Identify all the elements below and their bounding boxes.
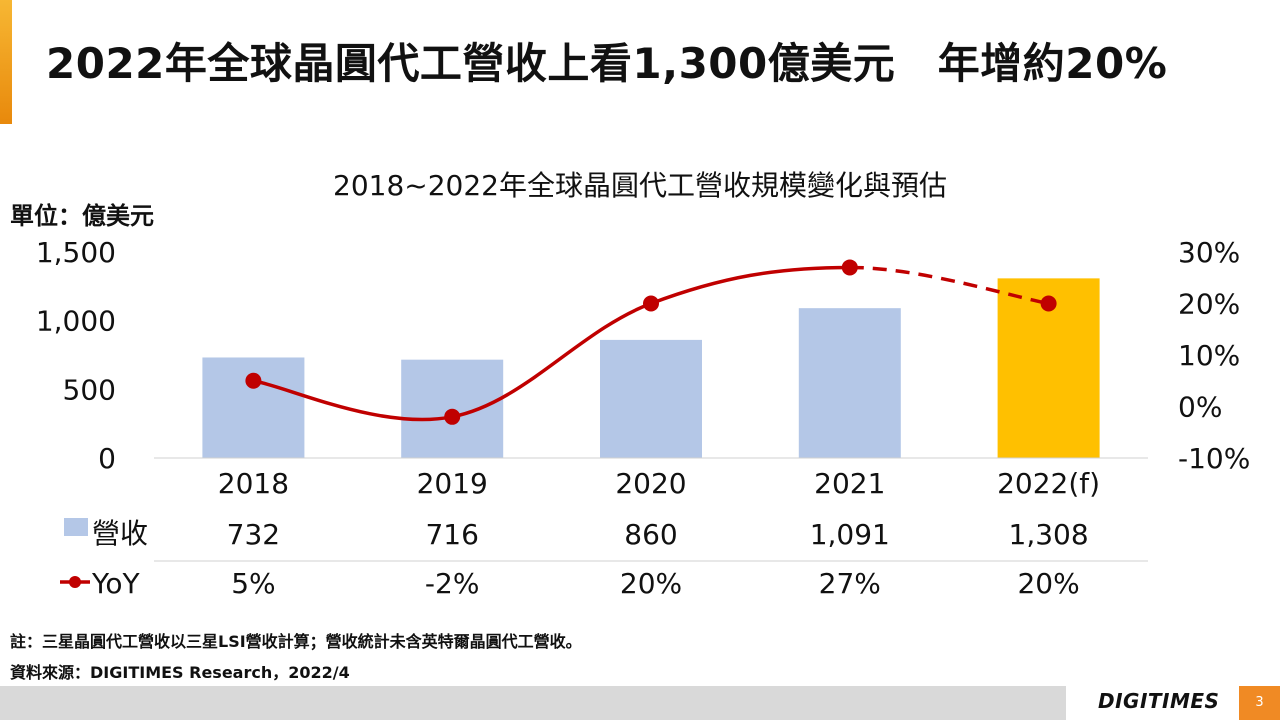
y-axis-tick-label: 1,000 xyxy=(36,305,116,338)
footer-strip xyxy=(0,686,1066,720)
yoy-point xyxy=(1040,295,1057,312)
x-axis-tick-label: 2020 xyxy=(615,467,686,500)
legend-label-yoy: YoY xyxy=(91,567,141,600)
table-value-revenue: 732 xyxy=(227,518,280,551)
y2-axis-tick-label: 20% xyxy=(1178,288,1240,321)
table-value-yoy: 5% xyxy=(231,567,275,600)
y2-axis-tick-label: -10% xyxy=(1178,442,1250,475)
page-number: 3 xyxy=(1239,686,1280,720)
yoy-point xyxy=(841,259,858,276)
footnote: 註：三星晶圓代工營收以三星LSI營收計算；營收統計未含英特爾晶圓代工營收。 xyxy=(10,632,582,651)
y2-axis-tick-label: 0% xyxy=(1178,391,1222,424)
table-value-yoy: -2% xyxy=(425,567,480,600)
bar xyxy=(202,357,305,458)
table-value-yoy: 20% xyxy=(1017,567,1079,600)
x-axis-tick-label: 2021 xyxy=(814,467,885,500)
x-axis-tick-label: 2018 xyxy=(218,467,289,500)
chart-title: 2018~2022年全球晶圓代工營收規模變化與預估 xyxy=(333,169,947,202)
legend-swatch-bar xyxy=(64,518,88,536)
brand-logo: DIGITIMES xyxy=(1098,689,1220,713)
table-value-revenue: 860 xyxy=(624,518,677,551)
slide-title: 2022年全球晶圓代工營收上看1,300億美元 年增約20% xyxy=(46,39,1168,88)
y-axis-tick-label: 0 xyxy=(98,442,116,475)
legend-swatch-marker xyxy=(69,576,81,588)
x-axis-tick-label: 2022(f) xyxy=(997,467,1100,500)
table-value-revenue: 1,091 xyxy=(810,518,890,551)
source-note: 資料來源：DIGITIMES Research，2022/4 xyxy=(10,663,350,682)
y2-axis-tick-label: 10% xyxy=(1178,339,1240,372)
unit-label: 單位：億美元 xyxy=(10,202,154,230)
yoy-point xyxy=(643,295,659,312)
yoy-point xyxy=(245,372,262,389)
table-value-yoy: 20% xyxy=(620,567,682,600)
yoy-line-forecast xyxy=(849,265,1049,306)
table-value-revenue: 716 xyxy=(425,518,478,551)
accent-bar xyxy=(0,0,12,124)
bar xyxy=(600,339,702,458)
x-axis-tick-label: 2019 xyxy=(417,467,488,500)
yoy-line-solid xyxy=(253,265,850,422)
legend-label-revenue: 營收 xyxy=(92,517,148,550)
y2-axis-tick-label: 30% xyxy=(1178,236,1240,269)
bar xyxy=(798,308,901,458)
chart-canvas: 1,500 1,000 500 0 30% 20% 10% 0% -10% 2018 2019 202… xyxy=(36,236,1251,600)
yoy-point xyxy=(444,408,461,425)
y-axis-tick-label: 1,500 xyxy=(36,236,116,269)
table-value-yoy: 27% xyxy=(819,567,881,600)
table-value-revenue: 1,308 xyxy=(1009,518,1089,551)
y-axis-tick-label: 500 xyxy=(63,373,116,406)
